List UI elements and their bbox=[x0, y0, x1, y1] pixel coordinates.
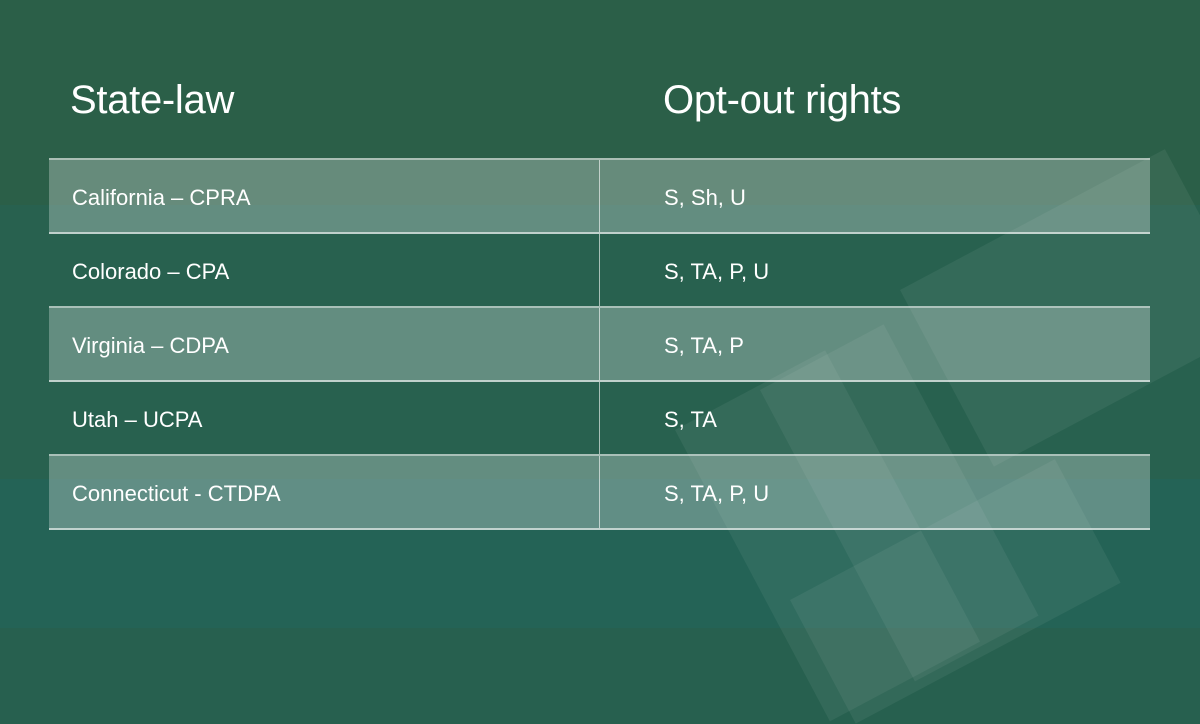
background-top bbox=[0, 0, 1200, 205]
state-law-cell: California – CPRA bbox=[72, 185, 251, 210]
column-divider bbox=[599, 456, 600, 528]
opt-out-rights-cell: S, TA, P bbox=[664, 333, 744, 358]
state-law-cell: Connecticut - CTDPA bbox=[72, 481, 281, 506]
column-divider bbox=[599, 234, 600, 306]
table-row: Utah – UCPA S, TA bbox=[49, 382, 1150, 456]
column-divider bbox=[599, 308, 600, 380]
background-bottom bbox=[0, 479, 1200, 628]
table-row: Connecticut - CTDPA S, TA, P, U bbox=[49, 456, 1150, 530]
state-law-cell: Virginia – CDPA bbox=[72, 333, 229, 358]
background-middle bbox=[0, 205, 1200, 479]
column-header-opt-out-rights: Opt-out rights bbox=[663, 78, 902, 122]
opt-out-rights-cell: S, TA, P, U bbox=[664, 481, 770, 506]
state-law-cell: Utah – UCPA bbox=[72, 407, 203, 432]
column-divider bbox=[599, 382, 600, 454]
column-header-state-law: State-law bbox=[70, 78, 235, 122]
state-law-cell: Colorado – CPA bbox=[72, 259, 230, 284]
table-row: California – CPRA S, Sh, U bbox=[49, 160, 1150, 234]
opt-out-rights-cell: S, TA bbox=[664, 407, 717, 432]
state-law-table: California – CPRA S, Sh, U Colorado – CP… bbox=[49, 158, 1150, 530]
table-row: Virginia – CDPA S, TA, P bbox=[49, 308, 1150, 382]
opt-out-rights-cell: S, TA, P, U bbox=[664, 259, 770, 284]
column-divider bbox=[599, 160, 600, 232]
opt-out-rights-cell: S, Sh, U bbox=[664, 185, 746, 210]
table-row: Colorado – CPA S, TA, P, U bbox=[49, 234, 1150, 308]
